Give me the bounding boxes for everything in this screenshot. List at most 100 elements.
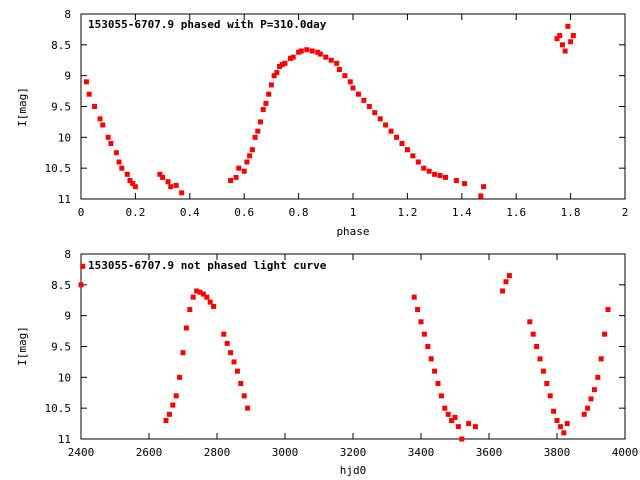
data-point <box>562 48 568 54</box>
data-point <box>547 393 553 399</box>
data-point <box>570 33 576 39</box>
data-point <box>173 393 179 399</box>
data-point <box>290 54 296 60</box>
data-point <box>204 294 210 300</box>
data-point <box>428 356 434 362</box>
data-point <box>568 39 574 45</box>
data-point <box>211 303 217 309</box>
data-point <box>258 119 264 125</box>
data-point <box>347 79 353 85</box>
x-tick-label: 0.2 <box>125 206 145 219</box>
data-point <box>432 368 438 374</box>
data-point <box>421 165 427 171</box>
y-axis-title: I[mag] <box>16 87 29 127</box>
data-point <box>394 134 400 140</box>
data-point <box>221 331 227 337</box>
data-point <box>224 340 230 346</box>
x-tick-label: 3800 <box>544 446 571 459</box>
data-point <box>315 49 321 55</box>
x-tick-label: 1.2 <box>397 206 417 219</box>
data-point <box>452 414 458 420</box>
y-tick-label: 8 <box>64 248 71 261</box>
data-point <box>282 60 288 66</box>
data-point <box>157 171 163 177</box>
chart-title: 153055-6707.9 phased with P=310.0day <box>88 18 327 31</box>
data-point <box>355 91 361 97</box>
data-point <box>565 23 571 29</box>
data-point <box>404 147 410 153</box>
x-tick-label: 1 <box>350 206 357 219</box>
data-point <box>426 168 432 174</box>
data-point <box>274 70 280 76</box>
x-tick-label: 1.8 <box>561 206 581 219</box>
data-point <box>130 181 136 187</box>
unphased-plot-panel: 2400 2600 2800 3000 3200 3400 3600 3800 4000 8 8.5… <box>16 248 638 477</box>
y-tick-label: 8.5 <box>51 39 71 52</box>
data-point <box>466 421 472 427</box>
data-point <box>342 73 348 79</box>
data-point <box>481 184 487 190</box>
data-point <box>190 294 196 300</box>
data-point <box>527 319 533 325</box>
data-point <box>372 110 378 116</box>
data-point <box>472 424 478 430</box>
data-point <box>462 181 468 187</box>
data-point <box>377 116 383 122</box>
data-point <box>455 424 461 430</box>
data-point <box>194 288 200 294</box>
data-point <box>287 55 293 61</box>
data-point <box>449 418 455 423</box>
data-point <box>435 381 441 386</box>
plot-frame <box>80 13 626 200</box>
data-point <box>361 97 367 103</box>
data-point <box>598 356 604 362</box>
y-tick-label: 10 <box>58 131 71 144</box>
data-point <box>165 179 171 185</box>
data-point <box>432 171 438 177</box>
data-point <box>132 184 138 190</box>
data-point <box>309 48 315 54</box>
x-tick-label: 2 <box>622 206 629 219</box>
data-point <box>252 134 258 140</box>
data-point <box>170 402 176 408</box>
phased-plot-panel: 0 0.2 0.4 0.6 0.8 1 1.2 1.4 1.6 1.8 2 8 8.5 9 9.5 10 10.… <box>16 8 628 238</box>
data-point <box>453 178 459 183</box>
data-point <box>605 307 611 312</box>
data-point <box>105 134 111 140</box>
data-point <box>585 405 591 411</box>
data-point <box>298 48 304 54</box>
data-point <box>588 396 594 402</box>
data-point <box>260 107 266 113</box>
data-point <box>271 73 277 79</box>
y-tick-label: 10 <box>58 371 71 384</box>
data-point <box>80 263 86 269</box>
y-tick-label: 8.5 <box>51 279 71 292</box>
plot-frame <box>80 253 626 440</box>
data-point <box>244 159 250 165</box>
y-tick-label: 10.5 <box>45 402 72 415</box>
data-point <box>177 374 183 380</box>
data-point <box>561 430 567 436</box>
data-point <box>415 159 421 165</box>
x-tick-label: 2800 <box>204 446 231 459</box>
data-point <box>263 100 269 106</box>
data-point <box>296 49 302 55</box>
data-point <box>180 350 186 356</box>
data-point <box>78 282 84 288</box>
data-point <box>540 368 546 374</box>
x-axis-title: phase <box>336 225 369 238</box>
data-point <box>200 291 206 297</box>
data-point <box>108 141 114 146</box>
x-axis-title: hjd0 <box>340 464 367 477</box>
data-point <box>551 408 557 414</box>
data-point <box>228 178 234 183</box>
data-point <box>113 150 119 156</box>
data-point <box>92 104 98 109</box>
data-point <box>366 104 372 109</box>
x-tick-label: 3600 <box>476 446 503 459</box>
y-axis-title: I[mag] <box>16 326 29 366</box>
data-point <box>350 85 356 91</box>
x-tick-label: 2600 <box>136 446 163 459</box>
data-point <box>86 91 92 97</box>
